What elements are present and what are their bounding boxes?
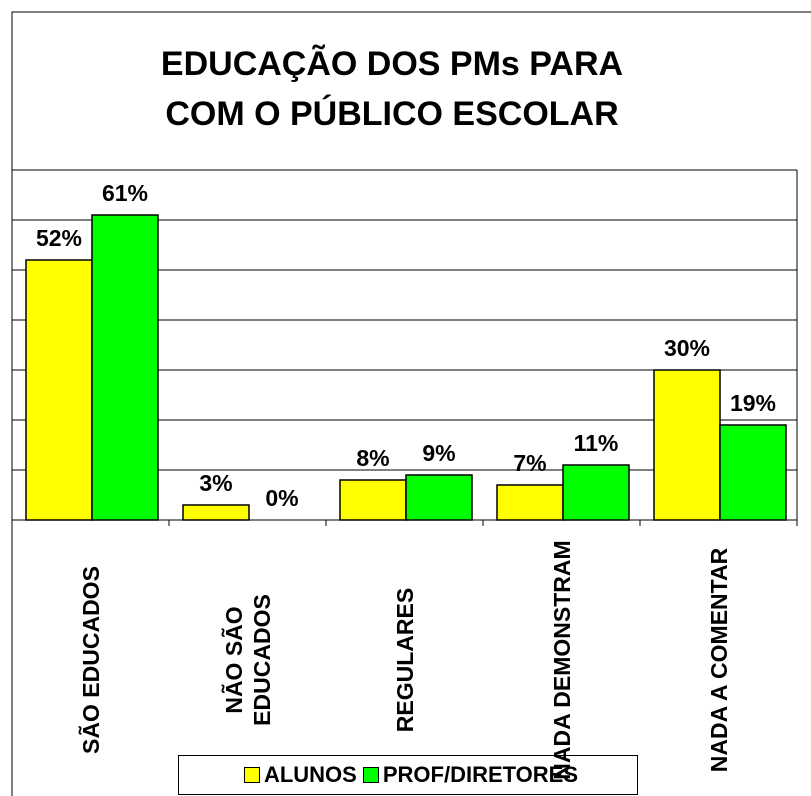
- legend-label: PROF/DIRETORES: [382, 762, 579, 787]
- value-label: 19%: [730, 390, 776, 416]
- bar: [653, 369, 721, 521]
- x-tick-label: SÃO EDUCADOS: [77, 566, 104, 754]
- value-label: 3%: [199, 470, 232, 496]
- value-label: 30%: [664, 335, 710, 361]
- value-label: 7%: [513, 450, 546, 476]
- x-tick-label: NADA A COMENTAR: [705, 547, 732, 773]
- value-label: 11%: [574, 430, 619, 456]
- bar: [182, 504, 250, 521]
- bar: [562, 464, 630, 521]
- legend-swatch: [362, 767, 379, 783]
- bar: [496, 484, 564, 521]
- value-label: 52%: [36, 225, 82, 251]
- bar: [91, 214, 159, 521]
- bar: [25, 259, 93, 521]
- value-label: 0%: [265, 485, 298, 511]
- x-tick-label: NÃO SÃO EDUCADOS: [220, 594, 275, 726]
- x-tick-label: NADA DEMONSTRAM: [548, 540, 575, 780]
- value-label: 9%: [422, 440, 455, 466]
- bar: [719, 424, 787, 521]
- chart-title: EDUCAÇÃO DOS PMs PARA COM O PÚBLICO ESCOL…: [161, 45, 623, 133]
- legend-label: ALUNOS: [263, 762, 357, 787]
- legend-swatch: [243, 767, 260, 783]
- bar: [339, 479, 407, 521]
- value-label: 8%: [356, 445, 389, 471]
- bar: [405, 474, 473, 521]
- value-label: 61%: [102, 180, 148, 206]
- x-tick-label: REGULARES: [391, 587, 418, 733]
- legend: ALUNOS PROF/DIRETORES: [178, 755, 638, 795]
